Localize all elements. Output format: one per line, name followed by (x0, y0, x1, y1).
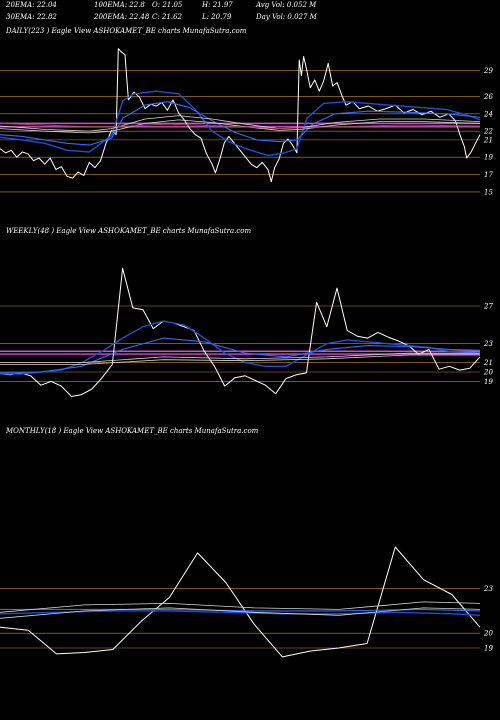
daily-ema_brown-line (0, 122, 481, 130)
weekly-panel: WEEKLY(48 ) Eagle View ASHOKAMET_BE char… (0, 227, 493, 397)
weekly-title: WEEKLY(48 ) Eagle View ASHOKAMET_BE char… (6, 227, 252, 235)
monthly-ema_slow-line (0, 608, 481, 612)
daily-tick-label: 21 (483, 136, 493, 144)
close-label: C: 21.62 (152, 13, 182, 21)
daily-ema_long2-line (0, 119, 481, 134)
header-row-1: 20EMA: 22.04 100EMA: 22.8 O: 21.05 H: 21.97… (6, 1, 316, 9)
ema200-label: 200EMA: 22.48 (94, 13, 150, 21)
daily-tick-label: 15 (484, 188, 493, 196)
daily-tick-label: 29 (483, 67, 493, 75)
daily-tick-label: 22 (483, 128, 493, 136)
ema100-label: 100EMA: 22.8 (94, 1, 145, 9)
daily-tick-label: 26 (483, 93, 493, 101)
ema30-label: 30EMA: 22.82 (6, 13, 57, 21)
daily-ema_slow-line (0, 101, 481, 146)
open-label: O: 21.05 (152, 1, 183, 9)
monthly-tick-label: 19 (484, 645, 493, 653)
monthly-price-line (0, 546, 481, 658)
weekly-tick-label: 27 (483, 303, 493, 311)
weekly-tick-label: 20 (483, 369, 493, 377)
ema20-label: 20EMA: 22.04 (6, 1, 57, 9)
avg-vol-label: Avg Vol: 0.052 M (256, 1, 317, 9)
monthly-ema_fast-line (0, 610, 481, 616)
weekly-tick-label: 19 (484, 378, 493, 386)
daily-tick-label: 17 (484, 171, 493, 179)
monthly-ema_long-line (0, 607, 481, 619)
day-vol-label: Day Vol: 0.027 M (256, 13, 317, 21)
daily-panel: DAILY(223 ) Eagle View ASHOKAMET_BE char… (0, 27, 493, 196)
weekly-price-line (0, 267, 481, 397)
weekly-tick-label: 23 (483, 340, 493, 348)
weekly-ema_long2-line (0, 354, 480, 365)
monthly-title: MONTHLY(18 ) Eagle View ASHOKAMET_BE cha… (5, 427, 259, 435)
weekly-ema_long-line (0, 352, 480, 363)
daily-ema_long-line (0, 115, 481, 132)
monthly-tick-label: 20 (483, 630, 493, 638)
weekly-ema_slow-line (0, 337, 481, 374)
header-row-2: 30EMA: 22.82 200EMA: 22.48 C: 21.62 L: 20.7… (6, 13, 317, 21)
daily-price-line (0, 48, 481, 183)
weekly-tick-label: 21 (483, 359, 493, 367)
daily-ema_fast-line (0, 90, 481, 157)
weekly-ema_fast-line (0, 320, 481, 375)
daily-title: DAILY(223 ) Eagle View ASHOKAMET_BE char… (5, 27, 247, 35)
monthly-panel: MONTHLY(18 ) Eagle View ASHOKAMET_BE cha… (0, 427, 493, 658)
low-label: L: 20.79 (202, 13, 232, 21)
high-label: H: 21.97 (202, 1, 233, 9)
daily-tick-label: 19 (484, 154, 493, 162)
daily-tick-label: 24 (483, 110, 493, 118)
monthly-tick-label: 23 (483, 585, 493, 593)
monthly-ema_long2-line (0, 601, 481, 613)
